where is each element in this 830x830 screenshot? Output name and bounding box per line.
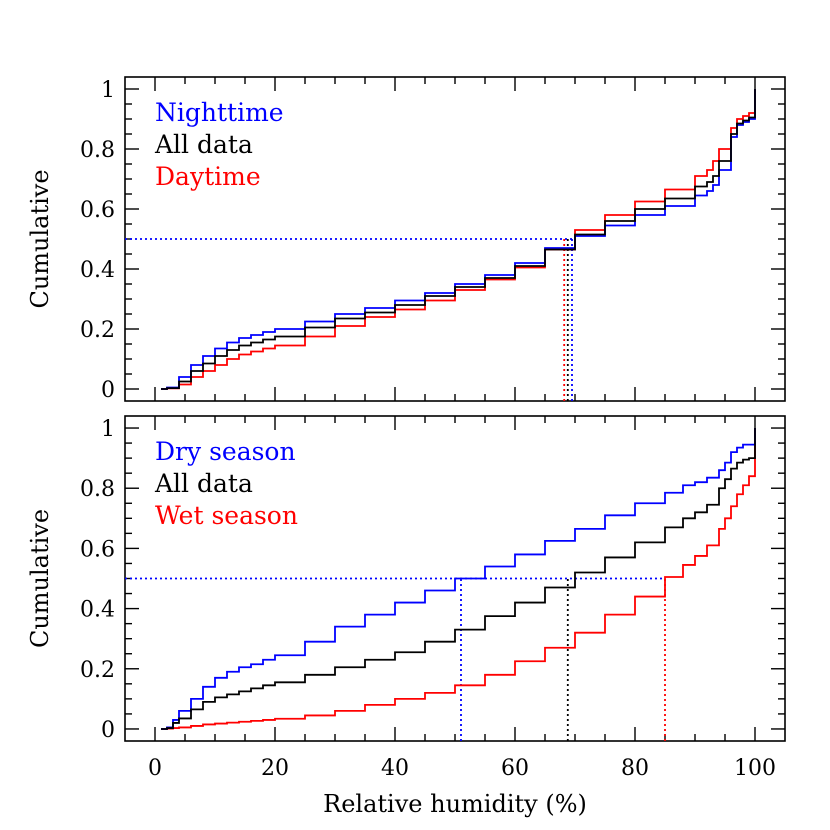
- legend-entry: Wet season: [155, 501, 298, 530]
- y-tick-label: 1: [101, 417, 115, 442]
- x-tick-label: 40: [381, 756, 409, 781]
- x-tick-label: 0: [148, 756, 162, 781]
- y-tick-label: 0.2: [80, 318, 115, 343]
- x-axis-label: Relative humidity (%): [323, 790, 587, 818]
- y-tick-label: 0.6: [80, 537, 115, 562]
- y-tick-label: 1: [101, 78, 115, 103]
- y-axis-label: Cumulative: [26, 509, 54, 648]
- y-tick-label: 0.8: [80, 138, 115, 163]
- bottom-panel: 0 0.2 0.4 0.6 0.8 1 0 20 40 60 80 100 Cumulative Dry …: [26, 415, 786, 781]
- x-tick-label: 80: [621, 756, 649, 781]
- y-tick-label: 0.4: [80, 258, 115, 283]
- series-line-wet-season: [161, 428, 756, 730]
- legend-entry: All data: [154, 130, 253, 159]
- series-line-dry-season: [161, 428, 756, 730]
- x-tick-label: 20: [261, 756, 289, 781]
- y-axis-label: Cumulative: [26, 169, 54, 308]
- series-line-all-data: [161, 428, 756, 730]
- legend-entry: All data: [154, 469, 253, 498]
- series-line-all-data: [161, 89, 756, 390]
- legend-entry: Nighttime: [155, 98, 284, 127]
- top-panel: 0 0.2 0.4 0.6 0.8 1 Cumulative Nighttime All dat…: [26, 76, 786, 403]
- legend-entry: Daytime: [155, 162, 261, 191]
- x-tick-label: 100: [734, 756, 776, 781]
- series-line-nighttime: [161, 89, 756, 390]
- y-tick-label: 0: [101, 718, 115, 743]
- x-tick-label: 60: [501, 756, 529, 781]
- y-tick-label: 0.4: [80, 598, 115, 623]
- y-tick-label: 0.8: [80, 477, 115, 502]
- y-tick-label: 0.2: [80, 658, 115, 683]
- y-tick-label: 0: [101, 378, 115, 403]
- legend-entry: Dry season: [155, 437, 296, 466]
- y-tick-label: 0.6: [80, 198, 115, 223]
